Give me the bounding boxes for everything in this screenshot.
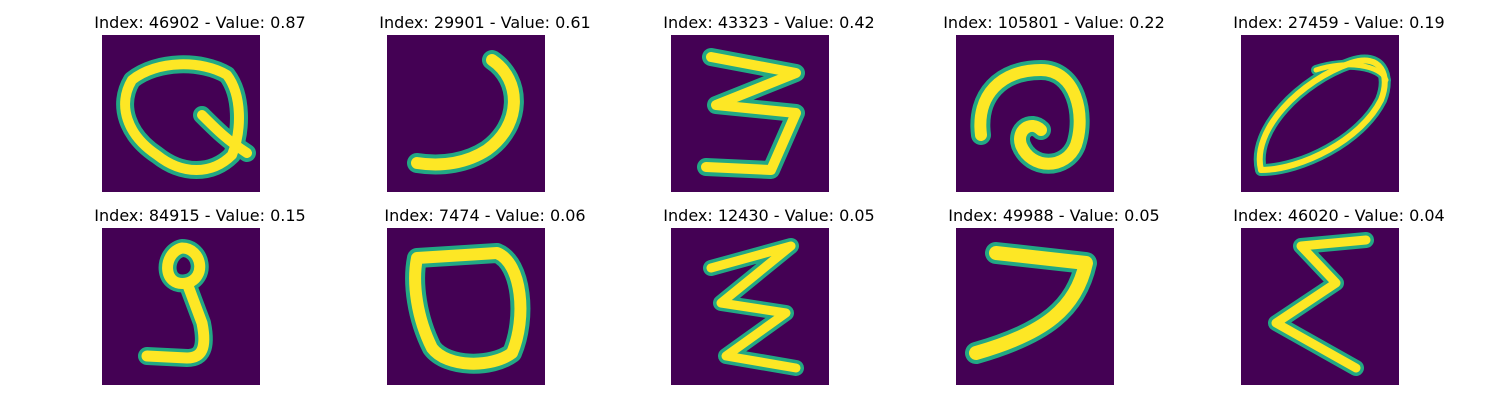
digit-swirl bbox=[970, 60, 1090, 174]
digit-7-shape bbox=[965, 242, 1097, 364]
panel-title: Index: 46020 - Value: 0.04 bbox=[1233, 206, 1445, 225]
panel-title: Index: 105801 - Value: 0.22 bbox=[943, 13, 1165, 32]
digit-image bbox=[387, 228, 545, 385]
panel-title: Index: 84915 - Value: 0.15 bbox=[94, 206, 306, 225]
digit-image bbox=[956, 35, 1114, 192]
panel-title: Index: 27459 - Value: 0.19 bbox=[1233, 13, 1445, 32]
digit-j-curve bbox=[407, 50, 524, 175]
digit-0-oval bbox=[405, 243, 531, 374]
digit-3-zigzag-thin bbox=[703, 238, 804, 376]
digit-e-zigzag bbox=[1268, 232, 1374, 376]
digit-ellipse-scribble bbox=[1253, 54, 1391, 176]
digit-q-shape bbox=[116, 55, 256, 179]
digit-image bbox=[1241, 228, 1399, 385]
digit-image bbox=[102, 35, 260, 192]
digit-3-zigzag bbox=[697, 48, 805, 179]
panel-title: Index: 7474 - Value: 0.06 bbox=[384, 206, 586, 225]
panel-title: Index: 49988 - Value: 0.05 bbox=[948, 206, 1160, 225]
digit-image bbox=[671, 228, 829, 385]
digit-image bbox=[1241, 35, 1399, 192]
digit-image bbox=[671, 35, 829, 192]
digit-image bbox=[956, 228, 1114, 385]
digit-image bbox=[102, 228, 260, 385]
panel-title: Index: 43323 - Value: 0.42 bbox=[663, 13, 875, 32]
digit-8-hook bbox=[138, 239, 213, 367]
panel-title: Index: 46902 - Value: 0.87 bbox=[94, 13, 306, 32]
panel-title: Index: 29901 - Value: 0.61 bbox=[379, 13, 591, 32]
panel-title: Index: 12430 - Value: 0.05 bbox=[663, 206, 875, 225]
digit-image bbox=[387, 35, 545, 192]
